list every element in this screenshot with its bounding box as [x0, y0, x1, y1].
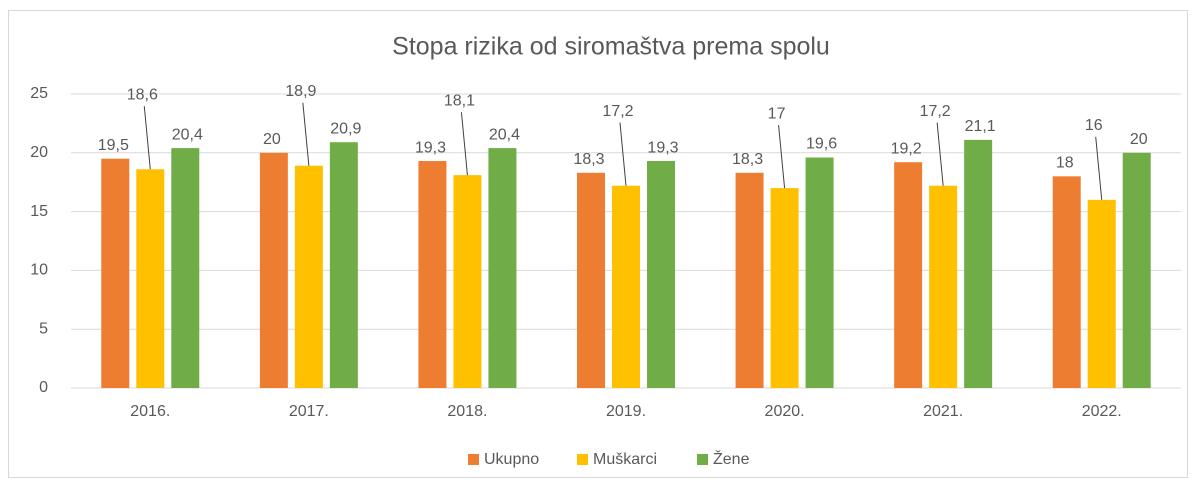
bar [612, 185, 640, 388]
data-label: 17,2 [602, 103, 633, 120]
data-label: 18,6 [127, 86, 158, 103]
bar [1122, 152, 1151, 388]
leader-line [143, 106, 151, 170]
data-label: 19,6 [806, 136, 837, 153]
y-tick-label: 25 [30, 85, 48, 102]
y-tick-label: 0 [39, 379, 48, 396]
data-label: 17,2 [920, 103, 951, 120]
bar [101, 158, 130, 388]
bar [894, 162, 923, 388]
legend-label: Žene [713, 449, 750, 468]
x-tick-label: 2022. [1082, 403, 1122, 420]
data-label: 17 [768, 105, 786, 122]
x-tick-label: 2021. [923, 403, 963, 420]
y-tick-label: 5 [39, 320, 48, 337]
legend-swatch [697, 454, 708, 465]
x-tick-label: 2017. [289, 403, 329, 420]
data-label: 18,1 [444, 92, 475, 109]
bar [1052, 176, 1081, 388]
leader-line [778, 125, 786, 189]
data-label: 20,4 [489, 126, 520, 143]
data-label: 18,3 [573, 151, 604, 168]
data-label: 19,5 [98, 137, 129, 154]
bar [805, 157, 834, 388]
x-tick-label: 2020. [765, 403, 805, 420]
bar [929, 185, 958, 388]
leader-line [302, 102, 310, 166]
leader-line [619, 122, 627, 186]
bar [171, 148, 200, 388]
bar [1087, 199, 1116, 388]
bar [577, 172, 605, 388]
leader-line [460, 112, 468, 176]
bar [735, 172, 764, 388]
data-label: 19,3 [415, 139, 446, 156]
data-label: 19,2 [891, 140, 922, 157]
data-label: 16 [1085, 117, 1103, 134]
legend-swatch [577, 454, 588, 465]
data-label: 19,3 [647, 139, 678, 156]
y-tick-label: 10 [30, 262, 48, 279]
bar [488, 148, 517, 388]
y-tick-label: 20 [30, 144, 48, 161]
bar [770, 188, 799, 388]
legend-swatch [468, 454, 479, 465]
data-label: 20,9 [330, 120, 361, 137]
bar [418, 161, 447, 388]
bar [136, 169, 165, 388]
data-label: 18 [1056, 155, 1074, 172]
bar [329, 142, 358, 388]
data-label: 18,9 [285, 83, 316, 100]
bar [294, 165, 323, 388]
bar [964, 139, 993, 388]
bar [647, 161, 675, 388]
data-label: 20 [1130, 131, 1148, 148]
data-label: 20 [263, 131, 281, 148]
chart-title: Stopa rizika od siromaštva prema spolu [392, 33, 830, 61]
data-label: 21,1 [965, 118, 996, 135]
bar [259, 152, 288, 388]
legend-label: Muškarci [593, 451, 657, 468]
legend-label: Ukupno [484, 451, 539, 468]
x-tick-label: 2019. [606, 403, 646, 420]
y-tick-label: 15 [30, 203, 48, 220]
data-label: 20,4 [172, 126, 203, 143]
leader-line [936, 122, 944, 186]
data-label: 18,3 [732, 151, 763, 168]
bar [453, 175, 482, 388]
x-tick-label: 2018. [447, 403, 487, 420]
leader-line [1095, 136, 1103, 200]
x-tick-label: 2016. [130, 403, 170, 420]
